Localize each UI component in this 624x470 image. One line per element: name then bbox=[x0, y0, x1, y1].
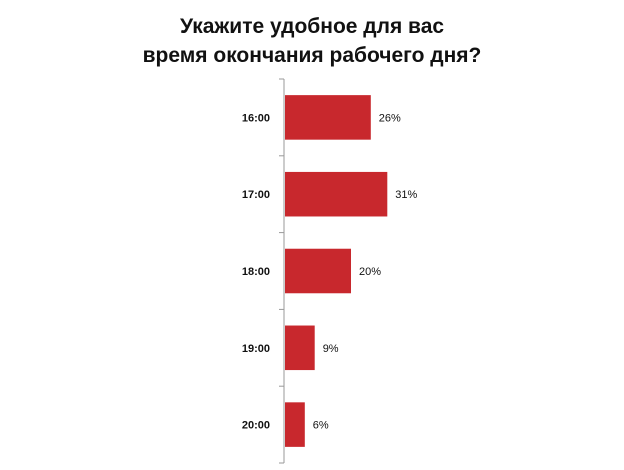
category-label: 19:00 bbox=[242, 343, 270, 355]
labels-layer: 16:00 26% 17:00 31% 18:00 20% 19:00 9% 20:00 6% bbox=[242, 112, 418, 431]
data-label: 20% bbox=[359, 266, 381, 278]
chart-title: Укажите удобное для вас время окончания … bbox=[0, 12, 624, 70]
data-label: 6% bbox=[313, 420, 329, 432]
y-axis-ticks bbox=[279, 78, 284, 464]
chart-title-line-1: Укажите удобное для вас bbox=[179, 15, 445, 38]
bar-1700 bbox=[285, 171, 388, 217]
bar-1800 bbox=[285, 248, 351, 294]
bars-layer bbox=[285, 95, 388, 447]
category-label: 18:00 bbox=[242, 266, 270, 278]
category-label: 16:00 bbox=[242, 112, 270, 124]
bar-1600 bbox=[285, 95, 371, 140]
data-label: 31% bbox=[395, 189, 417, 201]
bar-1900 bbox=[285, 325, 315, 371]
category-label: 20:00 bbox=[242, 420, 270, 432]
category-label: 17:00 bbox=[242, 189, 270, 201]
data-label: 9% bbox=[323, 343, 339, 355]
data-label: 26% bbox=[379, 112, 401, 124]
bar-2000 bbox=[285, 402, 305, 447]
chart-title-line-2: время окончания рабочего дня? bbox=[142, 44, 482, 67]
